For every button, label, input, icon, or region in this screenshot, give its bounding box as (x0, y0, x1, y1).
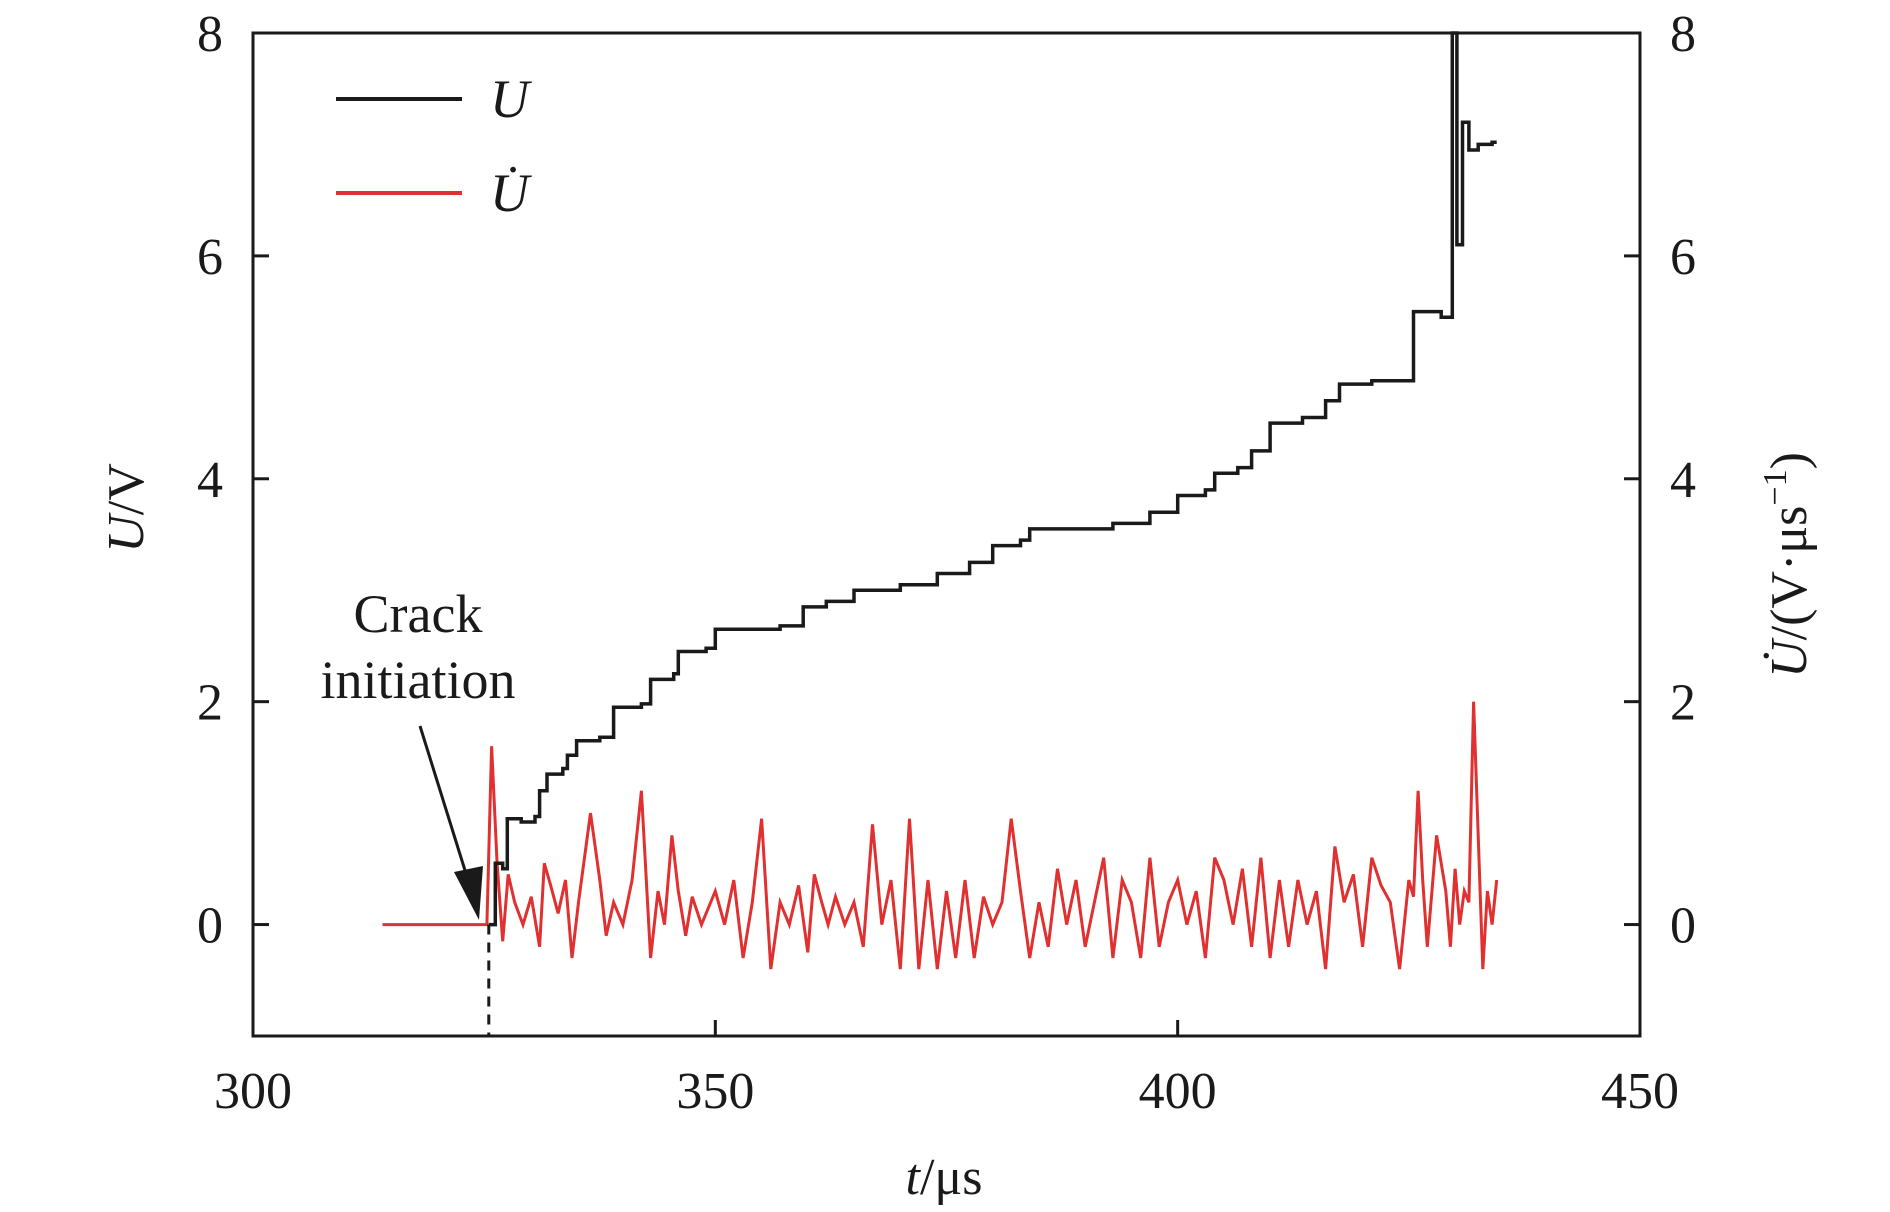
y-right-tick-label: 6 (1670, 229, 1696, 286)
y-left-tick-label: 2 (197, 675, 223, 732)
y-right-tick-label: 4 (1670, 452, 1696, 509)
series-layer (382, 31, 1499, 970)
svg-text:t/μs: t/μs (905, 1149, 982, 1206)
x-tick-label: 350 (676, 1063, 754, 1120)
x-axis-var: t (905, 1149, 921, 1206)
y-right-tick-label: 0 (1670, 898, 1696, 955)
annotation-arrow-shaft (418, 725, 470, 881)
x-tick-label: 300 (214, 1063, 292, 1120)
y-axis-right-label: U̇/(V·μs−1) (1757, 452, 1818, 678)
x-axis-unit: /μs (920, 1149, 983, 1206)
series-U-line (488, 31, 1497, 927)
y-right-tick-label: 8 (1670, 6, 1696, 63)
legend-label-U: U (490, 69, 532, 129)
annotation-line-1: Crack (354, 584, 483, 644)
y-left-tick-label: 0 (197, 898, 223, 955)
y-left-unit: /V (98, 463, 155, 515)
x-axis-label: t/μs (905, 1149, 982, 1206)
legend: U U̇ (336, 69, 532, 223)
legend-label-Udot: U̇ (490, 163, 532, 223)
annotation: Crack initiation (321, 584, 516, 1036)
y-left-var: U (98, 512, 155, 553)
series-Udot-line (382, 701, 1499, 970)
svg-text:U̇/(V·μs−1): U̇/(V·μs−1) (1757, 452, 1818, 678)
y-axis-left-label: U/V (98, 463, 155, 553)
y-left-tick-label: 8 (197, 6, 223, 63)
y-right-tick-label: 2 (1670, 675, 1696, 732)
axis-ticks: 300 350 400 450 0 0 2 2 4 4 6 6 8 8 (197, 6, 1696, 1120)
svg-text:U/V: U/V (98, 463, 155, 553)
plot-frame (251, 31, 1642, 1038)
y-left-tick-label: 6 (197, 229, 223, 286)
y-right-var: U̇ (1761, 637, 1818, 678)
y-right-close: ) (1761, 452, 1818, 469)
annotation-arrow-head (454, 866, 483, 920)
x-tick-label: 450 (1601, 1063, 1679, 1120)
x-tick-label: 400 (1139, 1063, 1217, 1120)
y-right-unit: /(V·μs (1761, 506, 1818, 641)
annotation-line-2: initiation (321, 650, 516, 710)
y-right-exp: −1 (1757, 469, 1794, 505)
y-left-tick-label: 4 (197, 452, 223, 509)
